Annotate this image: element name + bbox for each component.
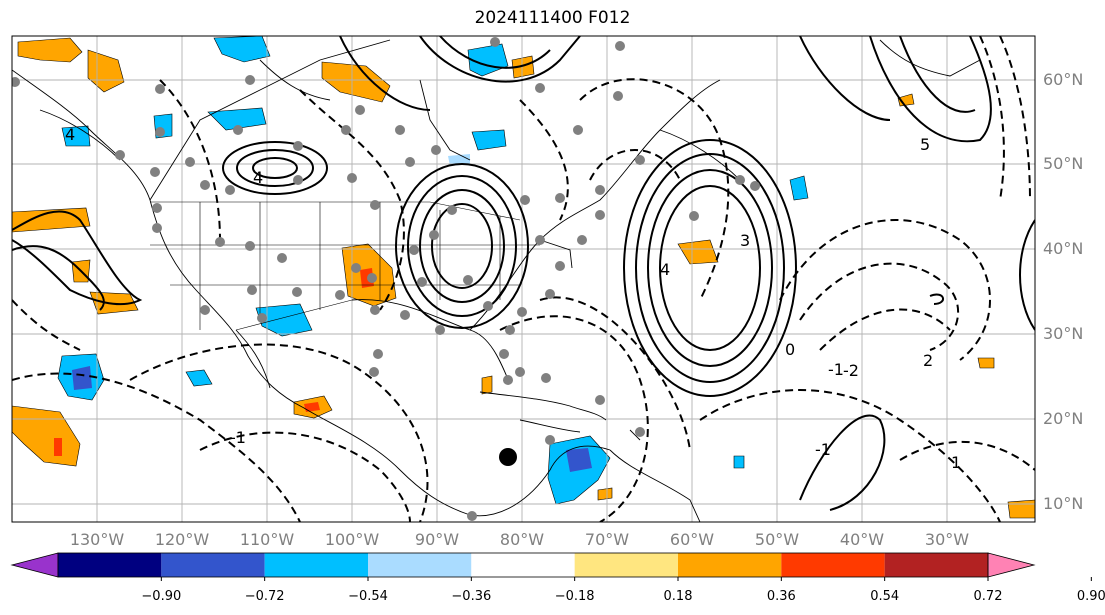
longitude-labels: 130°W 120°W 110°W 100°W 90°W 80°W 70°W 6… bbox=[70, 530, 969, 549]
contour-label: -1 bbox=[815, 440, 831, 459]
colorbar-tick-label: 0.36 bbox=[767, 589, 796, 604]
dashed-contours bbox=[12, 36, 1035, 522]
lon-label: 130°W bbox=[70, 530, 125, 549]
contour-label: 3 bbox=[740, 231, 750, 250]
colorbar-ticks: −0.90 −0.72 −0.54 −0.36 −0.18 0.18 0.36 0.54 0.7… bbox=[141, 577, 1105, 604]
colorbar-tick-label: 0.72 bbox=[974, 589, 1003, 604]
map-frame bbox=[11, 35, 1036, 523]
colorbar-outline bbox=[57, 552, 989, 578]
negative-anomaly-fill bbox=[57, 36, 809, 505]
colorbar bbox=[10, 552, 1036, 578]
colorbar-segment bbox=[678, 553, 782, 577]
coastlines bbox=[12, 39, 981, 522]
lon-label: 70°W bbox=[585, 530, 629, 549]
contour-label: 4 bbox=[65, 125, 75, 144]
contour-labels: 4 4 0 -1 2 -2 -1 1 -1 5 3 4 bbox=[65, 125, 961, 472]
contour-label: -2 bbox=[843, 361, 859, 380]
lon-label: 60°W bbox=[670, 530, 714, 549]
colorbar-tick-label: 0.54 bbox=[870, 589, 899, 604]
contour-label: 4 bbox=[253, 168, 263, 187]
lat-label: 10°N bbox=[1043, 494, 1083, 513]
lon-label: 30°W bbox=[925, 530, 969, 549]
colorbar-extend-low bbox=[10, 552, 59, 578]
colorbar-segment bbox=[781, 553, 885, 577]
political-borders bbox=[150, 201, 540, 331]
lat-label: 30°N bbox=[1043, 324, 1083, 343]
strong-negative-fill bbox=[72, 366, 592, 472]
lon-label: 40°W bbox=[840, 530, 884, 549]
colorbar-extend-high bbox=[987, 552, 1036, 578]
lon-label: 90°W bbox=[415, 530, 459, 549]
lat-label: 20°N bbox=[1043, 409, 1083, 428]
map-title: 2024111400 F012 bbox=[474, 8, 631, 28]
contour-label: -1 bbox=[230, 428, 246, 447]
lat-label: 40°N bbox=[1043, 239, 1083, 258]
contour-label: -1 bbox=[828, 360, 844, 379]
contour-label: 4 bbox=[660, 260, 670, 279]
contour-label: 1 bbox=[951, 453, 961, 472]
colorbar-tick-label: −0.54 bbox=[348, 589, 388, 604]
lat-label: 50°N bbox=[1043, 154, 1083, 173]
colorbar-segment bbox=[161, 553, 265, 577]
solid-contours bbox=[12, 36, 1035, 511]
colorbar-tick-label: −0.36 bbox=[451, 589, 491, 604]
latitude-labels: 60°N 50°N 40°N 30°N 20°N 10°N bbox=[1043, 70, 1083, 513]
colorbar-segment bbox=[574, 553, 678, 577]
contour-label: 2 bbox=[923, 351, 933, 370]
contour-label: 0 bbox=[785, 340, 795, 359]
colorbar-segment bbox=[264, 553, 368, 577]
station-markers bbox=[12, 37, 760, 521]
lon-label: 50°W bbox=[755, 530, 799, 549]
lon-label: 80°W bbox=[500, 530, 544, 549]
storm-center-marker bbox=[499, 448, 517, 466]
colorbar-tick-label: −0.90 bbox=[141, 589, 181, 604]
colorbar-tick-label: 0.18 bbox=[664, 589, 693, 604]
colorbar-segment bbox=[471, 553, 575, 577]
colorbar-segment bbox=[58, 553, 162, 577]
colorbar-segment bbox=[368, 553, 472, 577]
lat-label: 60°N bbox=[1043, 70, 1083, 89]
colorbar-tick-label: −0.72 bbox=[245, 589, 285, 604]
contour-label: 5 bbox=[920, 135, 930, 154]
lon-label: 120°W bbox=[155, 530, 210, 549]
colorbar-tick-label: −0.18 bbox=[555, 589, 595, 604]
lon-label: 100°W bbox=[325, 530, 380, 549]
colorbar-tick-label: 0.90 bbox=[1077, 589, 1105, 604]
lon-label: 110°W bbox=[240, 530, 295, 549]
colorbar-segment bbox=[884, 553, 988, 577]
